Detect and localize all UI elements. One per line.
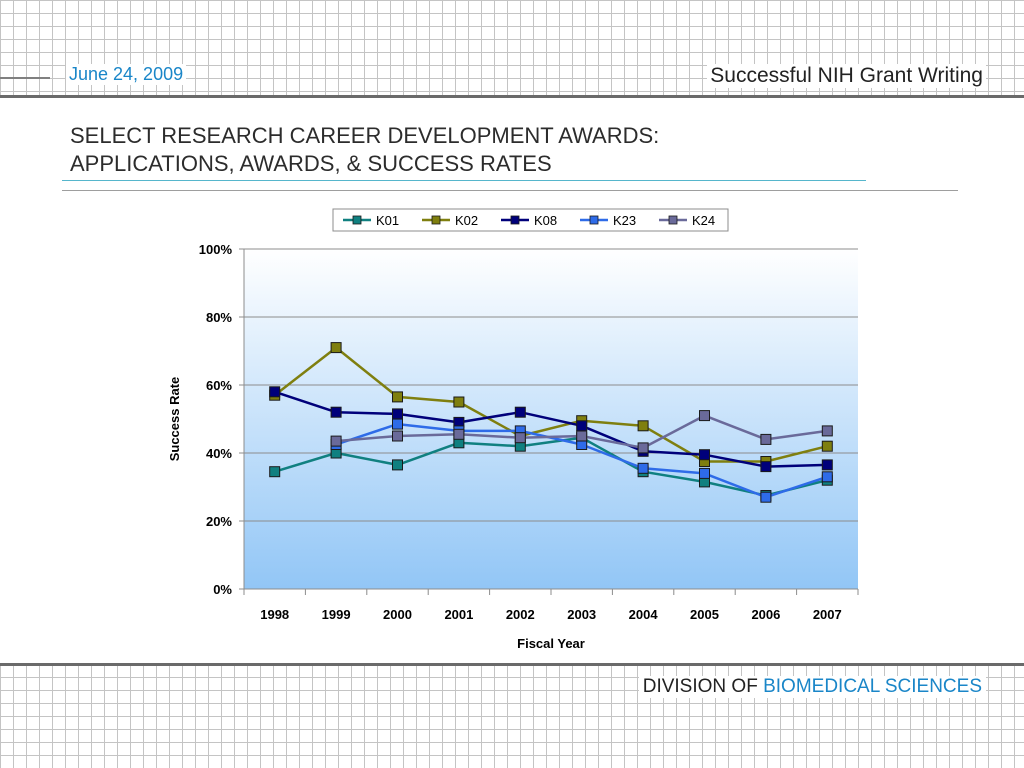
header-date: June 24, 2009 — [66, 64, 187, 85]
data-point — [760, 461, 772, 473]
legend-label: K01 — [376, 213, 399, 228]
legend-label: K24 — [692, 213, 715, 228]
x-tick-label: 1998 — [260, 607, 289, 622]
data-point — [699, 467, 710, 479]
series-line — [274, 390, 828, 468]
data-point — [760, 433, 772, 445]
legend-swatch-marker — [668, 215, 678, 225]
x-tick-label: 2006 — [751, 607, 780, 622]
data-point — [821, 425, 833, 437]
series-lines — [269, 342, 833, 503]
y-axis-label: Success Rate — [167, 377, 182, 462]
x-tick-label: 2007 — [813, 607, 842, 622]
data-point — [453, 428, 465, 440]
data-point — [821, 459, 833, 471]
data-point — [699, 410, 710, 422]
legend-label: K08 — [534, 213, 557, 228]
y-tick-label: 60% — [206, 378, 232, 393]
y-tick-label: 80% — [206, 310, 232, 325]
data-point — [699, 449, 710, 461]
title-underline-secondary — [62, 190, 958, 191]
header-divider — [0, 95, 1024, 98]
slide-title-line-2: APPLICATIONS, AWARDS, & SUCCESS RATES — [70, 151, 552, 176]
title-underline — [62, 180, 866, 181]
data-point — [637, 462, 649, 474]
y-tick-label: 20% — [206, 514, 232, 529]
series-k24 — [330, 410, 833, 454]
slide-title-line-1: SELECT RESEARCH CAREER DEVELOPMENT AWARD… — [70, 123, 660, 148]
data-point — [330, 406, 342, 418]
y-tick-label: 0% — [213, 582, 232, 597]
data-point — [392, 430, 403, 442]
y-tick-label: 40% — [206, 446, 232, 461]
axes: 0% 20% 40% 60% 80% 100% 1998 1999 2000 2001 2002 20… — [199, 242, 859, 622]
data-point — [453, 396, 465, 408]
legend-swatch-marker — [510, 215, 520, 225]
series-k23 — [330, 418, 833, 503]
legend-swatch-marker — [352, 215, 362, 225]
slide-title: SELECT RESEARCH CAREER DEVELOPMENT AWARD… — [70, 122, 659, 178]
data-point — [576, 430, 588, 442]
data-point — [514, 406, 526, 418]
data-point — [392, 418, 403, 430]
data-point — [269, 386, 281, 398]
legend-swatch-marker — [589, 215, 599, 225]
x-tick-label: 2004 — [629, 607, 659, 622]
legend-label: K02 — [455, 213, 478, 228]
legend-swatch-marker — [431, 215, 441, 225]
data-point — [330, 435, 342, 447]
series-line — [274, 436, 828, 497]
x-tick-label: 2001 — [444, 607, 473, 622]
footer-divider — [0, 663, 1024, 666]
date-rule — [0, 77, 50, 79]
x-tick-label: 2002 — [506, 607, 535, 622]
gridlines — [244, 248, 858, 522]
x-axis-label: Fiscal Year — [517, 636, 585, 651]
footer-division-name: DIVISION OF BIOMEDICAL SCIENCES — [638, 676, 986, 698]
x-tick-label: 2000 — [383, 607, 412, 622]
y-tick-label: 100% — [199, 242, 233, 257]
data-point — [821, 440, 833, 452]
header-title: Successful NIH Grant Writing — [707, 64, 986, 88]
data-point — [576, 420, 588, 432]
data-point — [269, 466, 281, 478]
data-point — [330, 342, 342, 354]
x-tick-label: 1999 — [322, 607, 351, 622]
data-point — [821, 471, 833, 483]
data-point — [392, 459, 403, 471]
legend: K01 K02 K08 K23 K24 — [332, 208, 729, 232]
data-point — [760, 491, 772, 503]
data-point — [637, 420, 649, 432]
data-point — [392, 391, 403, 403]
legend-box — [332, 208, 729, 232]
data-point — [392, 408, 403, 420]
footer-prefix: DIVISION OF — [642, 676, 758, 697]
data-point — [514, 432, 526, 444]
legend-label: K23 — [613, 213, 636, 228]
x-tick-label: 2003 — [567, 607, 596, 622]
x-tick-label: 2005 — [690, 607, 719, 622]
data-point — [637, 442, 649, 454]
footer-accent: BIOMEDICAL SCIENCES — [763, 676, 982, 697]
